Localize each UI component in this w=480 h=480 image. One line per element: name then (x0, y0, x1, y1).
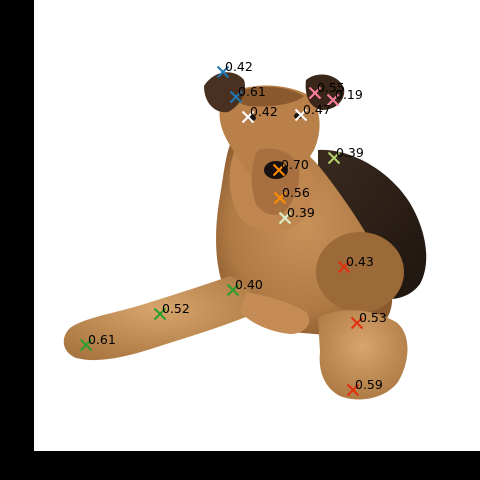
keypoint-x-stroke (350, 316, 364, 330)
keypoint-score-label: 0.61 (238, 84, 266, 99)
keypoint-x-stroke (327, 151, 341, 165)
keypoint-marker (272, 163, 286, 177)
keypoint-score-label: 0.53 (359, 310, 387, 325)
keypoint-score-label: 0.19 (335, 87, 363, 102)
keypoint-x-stroke (241, 110, 255, 124)
keypoint-marker (153, 307, 167, 321)
keypoint-score-label: 0.61 (88, 332, 116, 347)
keypoint-marker (308, 86, 322, 100)
keypoint-x-stroke (308, 86, 322, 100)
keypoint-marker (241, 110, 255, 124)
keypoint-score-label: 0.40 (235, 277, 263, 292)
keypoint-score-label: 0.43 (346, 254, 374, 269)
keypoint-x-stroke (346, 383, 360, 397)
keypoint-marker (337, 260, 351, 274)
keypoint-marker (327, 151, 341, 165)
keypoint-score-label: 0.55 (317, 80, 345, 95)
keypoint-marker (326, 93, 340, 107)
keypoint-score-label: 0.39 (287, 205, 315, 220)
keypoint-marker (79, 338, 93, 352)
keypoint-x-stroke (326, 93, 340, 107)
dog-photo (63, 72, 427, 400)
keypoint-x-stroke (216, 65, 230, 79)
keypoint-marker (226, 283, 240, 297)
keypoint-overlay: 0.42 0.61 0.42 0.550.19 0.47 0.39 0.70 0.56 0.39… (79, 59, 387, 397)
keypoint-marker (350, 316, 364, 330)
keypoint-x-stroke (273, 191, 287, 205)
keypoint-score-label: 0.39 (336, 145, 364, 160)
keypoint-x-stroke (79, 338, 93, 352)
keypoint-marker (346, 383, 360, 397)
keypoint-score-label: 0.42 (250, 104, 278, 119)
keypoint-score-label: 0.70 (281, 157, 309, 172)
keypoint-x-stroke (294, 108, 308, 122)
keypoint-score-label: 0.56 (282, 185, 310, 200)
keypoint-score-label: 0.59 (355, 377, 383, 392)
keypoint-x-stroke (226, 283, 240, 297)
keypoint-marker (216, 65, 230, 79)
keypoint-x-stroke (278, 211, 292, 225)
keypoint-score-label: 0.52 (162, 301, 190, 316)
keypoint-score-label: 0.47 (303, 102, 331, 117)
keypoint-score-label: 0.42 (225, 59, 253, 74)
keypoint-x-stroke (229, 90, 243, 104)
keypoint-x-stroke (153, 307, 167, 321)
keypoint-marker (229, 90, 243, 104)
keypoint-x-stroke (272, 163, 286, 177)
keypoint-x-stroke (337, 260, 351, 274)
keypoint-marker (294, 108, 308, 122)
keypoint-marker (278, 211, 292, 225)
keypoint-marker (273, 191, 287, 205)
